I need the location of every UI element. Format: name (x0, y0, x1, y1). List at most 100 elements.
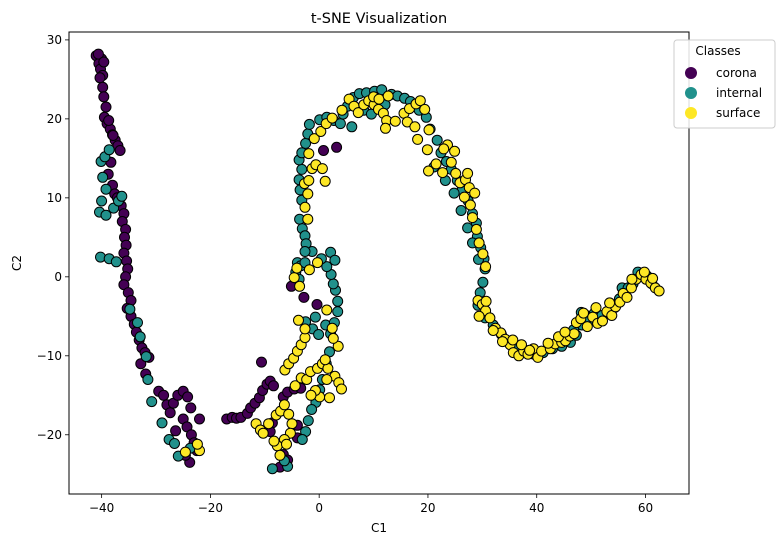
data-point (559, 326, 571, 338)
data-point (449, 145, 461, 157)
data-point (299, 323, 311, 335)
legend-label-corona: corona (716, 66, 757, 80)
data-point (315, 126, 327, 137)
data-point (332, 306, 344, 318)
data-point (473, 237, 485, 249)
legend-title: Classes (695, 44, 740, 58)
data-point (313, 329, 325, 340)
data-point (294, 280, 306, 292)
data-point (653, 285, 665, 297)
data-point (319, 175, 331, 187)
data-point (336, 104, 348, 116)
data-point (92, 48, 104, 60)
data-point (194, 413, 205, 425)
data-point (487, 325, 499, 336)
data-point (278, 399, 290, 411)
data-point (100, 101, 112, 113)
data-point (286, 418, 298, 430)
y-tick-label: 20 (47, 112, 62, 126)
data-point (283, 408, 295, 420)
data-point (352, 107, 364, 119)
data-point (308, 133, 320, 145)
data-point (191, 438, 203, 450)
legend: Classes corona internal surface (673, 39, 776, 129)
data-point (480, 295, 492, 307)
data-point (421, 144, 433, 156)
data-point (329, 254, 341, 266)
data-point (96, 195, 108, 207)
data-point (327, 332, 339, 344)
data-point (312, 257, 323, 269)
data-point (542, 337, 554, 349)
data-point (291, 262, 303, 274)
data-point (316, 163, 328, 175)
data-point (98, 91, 110, 103)
data-point (100, 209, 112, 221)
data-point (382, 90, 394, 102)
data-point (182, 391, 194, 403)
y-tick-label: 30 (47, 33, 62, 47)
plot-area (68, 31, 690, 495)
data-point (318, 145, 329, 156)
data-point (156, 417, 168, 429)
data-point (470, 223, 482, 235)
data-point (97, 81, 109, 93)
data-point (477, 248, 489, 260)
data-point (438, 143, 450, 155)
data-point (464, 199, 476, 211)
data-point (302, 415, 314, 427)
data-point (437, 167, 449, 179)
data-point (299, 201, 311, 213)
data-point (305, 389, 317, 401)
data-point (142, 374, 154, 385)
data-point (327, 278, 339, 290)
y-tick-label: −10 (37, 349, 62, 363)
data-point (94, 72, 106, 84)
data-point (431, 134, 443, 146)
data-point (638, 266, 650, 278)
points-layer (90, 48, 665, 475)
data-point (455, 205, 467, 216)
data-point (326, 322, 338, 334)
data-point (299, 246, 311, 257)
data-point (263, 418, 275, 430)
data-point (626, 273, 638, 285)
legend-label-internal: internal (716, 86, 762, 100)
data-point (293, 314, 304, 326)
legend-marker-corona (685, 67, 697, 79)
data-point (462, 167, 474, 179)
data-point (332, 340, 344, 352)
data-point (296, 163, 308, 175)
data-point (473, 310, 485, 322)
y-axis-label: C2 (10, 255, 24, 271)
data-point (274, 449, 286, 461)
data-point (98, 56, 110, 68)
x-tick-label: −20 (198, 501, 223, 515)
data-point (324, 392, 335, 404)
data-point (107, 130, 119, 141)
data-point (578, 307, 589, 319)
data-point (257, 427, 269, 439)
data-point (331, 141, 343, 153)
data-point (103, 115, 115, 126)
data-point (268, 380, 279, 392)
data-point (97, 171, 109, 183)
data-point (448, 187, 460, 199)
data-point (497, 336, 508, 348)
chart-title: t-SNE Visualization (311, 11, 447, 27)
data-point (332, 295, 344, 307)
data-point (568, 328, 580, 340)
data-point (164, 407, 176, 419)
data-point (336, 383, 347, 395)
data-point (303, 118, 315, 130)
data-point (306, 404, 318, 415)
data-point (124, 303, 136, 315)
data-point (132, 317, 143, 329)
data-point (103, 144, 115, 156)
data-point (321, 261, 333, 273)
y-tick-label: −20 (37, 428, 62, 442)
data-point (423, 165, 434, 177)
data-point (430, 158, 442, 170)
data-point (319, 354, 331, 366)
